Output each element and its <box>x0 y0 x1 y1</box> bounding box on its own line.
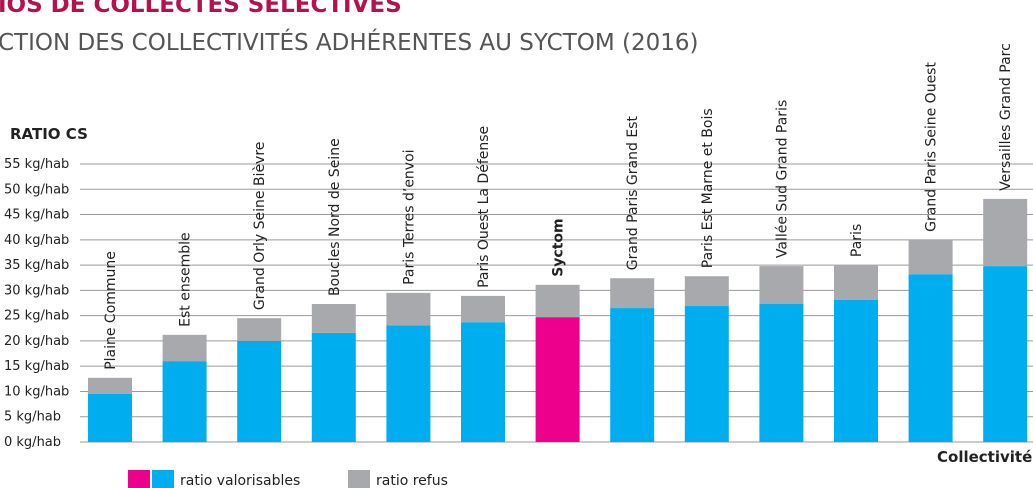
category-label: Paris <box>849 224 865 257</box>
category-label: Paris Est Marne et Bois <box>700 108 716 268</box>
legend-swatch <box>128 470 150 488</box>
category-label: Paris Terres d’envoi <box>401 149 417 284</box>
y-tick-label: 55 kg/hab <box>4 157 69 172</box>
bar-segment <box>237 340 282 442</box>
bar-segment <box>834 265 878 300</box>
category-label: Grand Orly Seine Bièvre <box>252 142 268 311</box>
bar-segment <box>834 299 878 442</box>
y-tick-label: 30 kg/hab <box>4 283 69 298</box>
bar-segment <box>386 292 431 326</box>
bar-segment <box>535 317 580 442</box>
bar-segment <box>88 377 132 394</box>
y-tick-label: 25 kg/hab <box>4 309 69 324</box>
legend-label: ratio valorisables <box>180 473 300 488</box>
category-label: Est ensemble <box>178 232 194 327</box>
bar-segment <box>759 266 804 305</box>
bar-segment <box>461 295 505 323</box>
y-tick-label: 45 kg/hab <box>4 208 69 223</box>
chart-subtitle: CTION DES COLLECTIVITÉS ADHÉRENTES AU SY… <box>0 28 699 56</box>
category-label: Boucles Nord de Seine <box>327 138 343 296</box>
bar-segment <box>535 284 580 318</box>
category-label: Grand Paris Seine Ouest <box>924 62 940 232</box>
bar-segment <box>983 266 1028 442</box>
category-label: Vallée Sud Grand Paris <box>774 100 790 258</box>
bar-segment <box>311 332 356 442</box>
bar-segment <box>88 393 132 442</box>
category-label: Plaine Commune <box>103 251 119 370</box>
y-tick-label: 10 kg/hab <box>4 384 69 399</box>
y-tick-label: 0 kg/hab <box>4 435 61 450</box>
category-label: Grand Paris Grand Est <box>625 116 641 271</box>
bar-segment <box>983 198 1028 267</box>
legend-swatch <box>152 470 174 488</box>
y-tick-label: 40 kg/hab <box>4 233 69 248</box>
bar-segment <box>684 276 729 307</box>
category-label: Versailles Grand Parc <box>998 43 1014 191</box>
bar-segment <box>684 306 729 442</box>
bar-segment <box>162 334 207 362</box>
bar-segment <box>610 308 655 442</box>
bar-segment <box>610 278 655 309</box>
bar-segment <box>237 318 282 341</box>
bar-segment <box>908 274 953 442</box>
y-tick-label: 20 kg/hab <box>4 334 69 349</box>
bar-segment <box>311 304 356 333</box>
legend-swatch <box>348 470 370 488</box>
y-tick-label: 50 kg/hab <box>4 182 69 197</box>
category-label: Syctom <box>551 218 567 276</box>
bar-segment <box>908 239 953 275</box>
legend-label: ratio refus <box>376 473 448 488</box>
y-tick-label: 15 kg/hab <box>4 359 69 374</box>
x-axis-label: Collectivités <box>937 448 1033 466</box>
bar-segment <box>759 304 804 442</box>
bar-segment <box>386 325 431 442</box>
y-tick-label: 35 kg/hab <box>4 258 69 273</box>
chart-title: IOS DE COLLECTES SÉLECTIVES <box>0 0 402 18</box>
category-label: Paris Ouest La Défense <box>476 126 492 288</box>
y-tick-label: 5 kg/hab <box>4 410 61 425</box>
y-axis-label: RATIO CS <box>10 125 88 143</box>
bar-segment <box>162 361 207 442</box>
bar-segment <box>461 322 505 442</box>
